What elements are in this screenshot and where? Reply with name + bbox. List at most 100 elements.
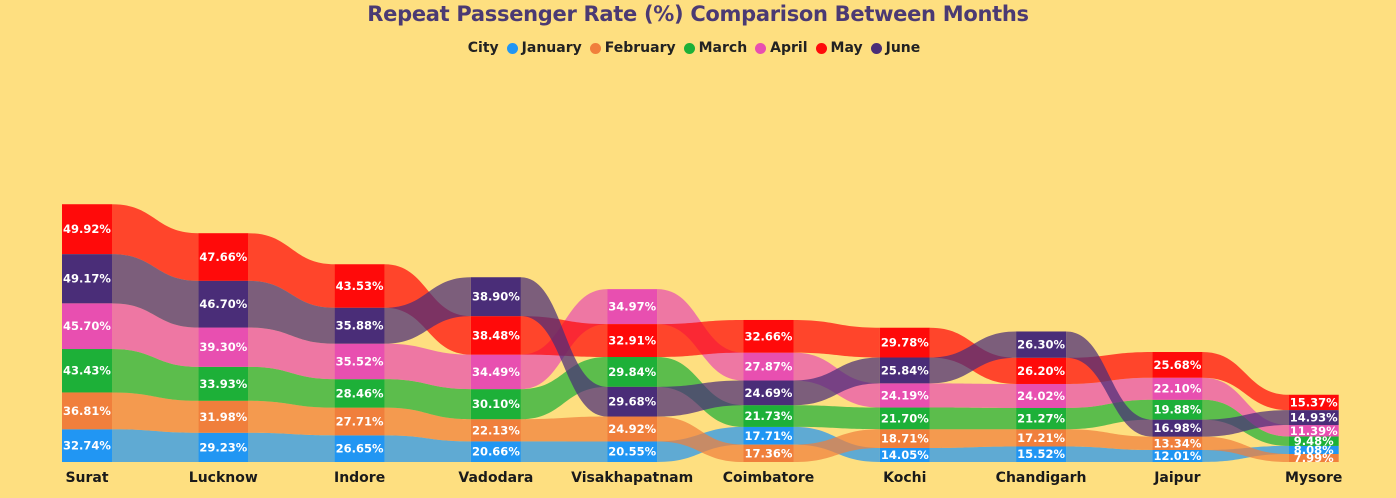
bar-indore-february[interactable]	[334, 407, 385, 436]
ribbon-february-4[interactable]	[657, 416, 744, 462]
ribbon-june-5[interactable]	[793, 357, 880, 406]
bar-surat-april[interactable]	[62, 303, 112, 350]
bar-surat-may[interactable]	[62, 204, 112, 255]
ribbon-february-1[interactable]	[248, 400, 335, 436]
bar-vadodara-may[interactable]	[470, 316, 521, 355]
ribbon-march-5[interactable]	[793, 405, 880, 430]
ribbon-june-4[interactable]	[657, 380, 744, 417]
bar-indore-april[interactable]	[334, 343, 385, 380]
legend-item-may[interactable]: May	[815, 40, 863, 56]
bar-mysore-may[interactable]	[1288, 394, 1339, 411]
bar-coimbatore-march[interactable]	[743, 405, 794, 427]
bar-vadodara-june[interactable]	[470, 277, 521, 317]
ribbon-january-2[interactable]	[384, 435, 471, 462]
bar-chandigarh-february[interactable]	[1016, 429, 1067, 447]
bar-lucknow-may[interactable]	[198, 233, 249, 281]
ribbon-february-6[interactable]	[929, 429, 1017, 448]
bar-jaipur-may[interactable]	[1152, 352, 1203, 378]
bar-jaipur-march[interactable]	[1152, 399, 1203, 420]
bar-mysore-june[interactable]	[1288, 410, 1339, 426]
legend-item-june[interactable]: June	[870, 40, 920, 56]
bar-visakhapatnam-january[interactable]	[607, 441, 658, 462]
bar-mysore-march[interactable]	[1288, 436, 1339, 446]
ribbon-march-2[interactable]	[384, 379, 471, 420]
bar-kochi-february[interactable]	[879, 429, 930, 448]
ribbon-june-7[interactable]	[1066, 331, 1153, 437]
ribbon-june-0[interactable]	[112, 254, 199, 328]
bar-vadodara-april[interactable]	[470, 354, 521, 390]
bar-kochi-april[interactable]	[879, 383, 930, 408]
legend-item-january[interactable]: January	[506, 40, 582, 56]
ribbon-january-6[interactable]	[929, 446, 1017, 462]
ribbon-april-0[interactable]	[112, 303, 199, 367]
bar-mysore-january[interactable]	[1288, 445, 1339, 455]
legend-item-april[interactable]: April	[755, 40, 808, 56]
bar-chandigarh-january[interactable]	[1016, 446, 1067, 462]
bar-chandigarh-june[interactable]	[1016, 331, 1067, 358]
bar-vadodara-february[interactable]	[470, 419, 521, 442]
ribbon-february-8[interactable]	[1202, 436, 1289, 462]
ribbon-january-7[interactable]	[1066, 446, 1153, 462]
ribbon-april-1[interactable]	[248, 327, 335, 380]
bar-lucknow-march[interactable]	[198, 366, 249, 401]
bar-indore-march[interactable]	[334, 379, 385, 408]
bar-visakhapatnam-march[interactable]	[607, 357, 658, 387]
bar-indore-january[interactable]	[334, 435, 385, 462]
bar-coimbatore-january[interactable]	[743, 426, 794, 445]
ribbon-june-2[interactable]	[384, 277, 471, 344]
ribbon-january-3[interactable]	[520, 441, 608, 462]
ribbon-june-8[interactable]	[1202, 410, 1289, 437]
ribbon-february-5[interactable]	[793, 429, 880, 462]
bar-surat-june[interactable]	[62, 254, 112, 304]
bar-jaipur-january[interactable]	[1152, 449, 1203, 462]
ribbon-march-1[interactable]	[248, 366, 335, 408]
bar-kochi-march[interactable]	[879, 407, 930, 430]
bar-vadodara-january[interactable]	[470, 441, 521, 462]
bar-surat-january[interactable]	[62, 429, 112, 462]
bar-chandigarh-april[interactable]	[1016, 383, 1067, 408]
bar-visakhapatnam-february[interactable]	[607, 416, 658, 442]
ribbon-march-0[interactable]	[112, 349, 199, 401]
ribbon-january-1[interactable]	[248, 432, 335, 462]
bar-lucknow-june[interactable]	[198, 280, 249, 328]
bar-mysore-february[interactable]	[1288, 454, 1339, 462]
bar-chandigarh-may[interactable]	[1016, 357, 1067, 384]
bar-chandigarh-march[interactable]	[1016, 408, 1067, 430]
ribbon-june-6[interactable]	[929, 331, 1017, 384]
bar-coimbatore-june[interactable]	[743, 380, 794, 406]
ribbon-april-6[interactable]	[929, 383, 1017, 408]
bar-indore-june[interactable]	[334, 307, 385, 344]
ribbon-february-3[interactable]	[520, 416, 608, 442]
bar-surat-march[interactable]	[62, 349, 112, 393]
bar-mysore-april[interactable]	[1288, 425, 1339, 437]
ribbon-june-3[interactable]	[520, 277, 608, 417]
ribbon-june-1[interactable]	[248, 280, 335, 344]
bar-jaipur-june[interactable]	[1152, 419, 1203, 437]
bar-vadodara-march[interactable]	[470, 389, 521, 420]
ribbon-may-0[interactable]	[112, 204, 199, 281]
ribbon-may-4[interactable]	[657, 319, 744, 358]
bar-kochi-may[interactable]	[879, 327, 930, 358]
bar-visakhapatnam-april[interactable]	[607, 289, 658, 325]
ribbon-may-5[interactable]	[793, 319, 880, 358]
bar-indore-may[interactable]	[334, 264, 385, 308]
bar-jaipur-april[interactable]	[1152, 377, 1203, 400]
bar-lucknow-january[interactable]	[198, 432, 249, 462]
legend-item-march[interactable]: March	[683, 40, 747, 56]
ribbon-april-2[interactable]	[384, 343, 471, 390]
legend-item-february[interactable]: February	[589, 40, 676, 56]
ribbon-may-8[interactable]	[1202, 352, 1289, 411]
bar-visakhapatnam-june[interactable]	[607, 386, 658, 417]
bar-coimbatore-may[interactable]	[743, 319, 794, 353]
bar-kochi-june[interactable]	[879, 357, 930, 384]
ribbon-may-1[interactable]	[248, 233, 335, 308]
ribbon-february-0[interactable]	[112, 392, 199, 433]
bar-surat-february[interactable]	[62, 392, 112, 430]
bar-jaipur-february[interactable]	[1152, 436, 1203, 450]
ribbon-march-3[interactable]	[520, 357, 608, 420]
ribbon-march-6[interactable]	[929, 407, 1017, 430]
bar-coimbatore-april[interactable]	[743, 352, 794, 381]
bar-visakhapatnam-may[interactable]	[607, 324, 658, 358]
bar-coimbatore-february[interactable]	[743, 444, 794, 462]
ribbon-february-2[interactable]	[384, 407, 471, 442]
